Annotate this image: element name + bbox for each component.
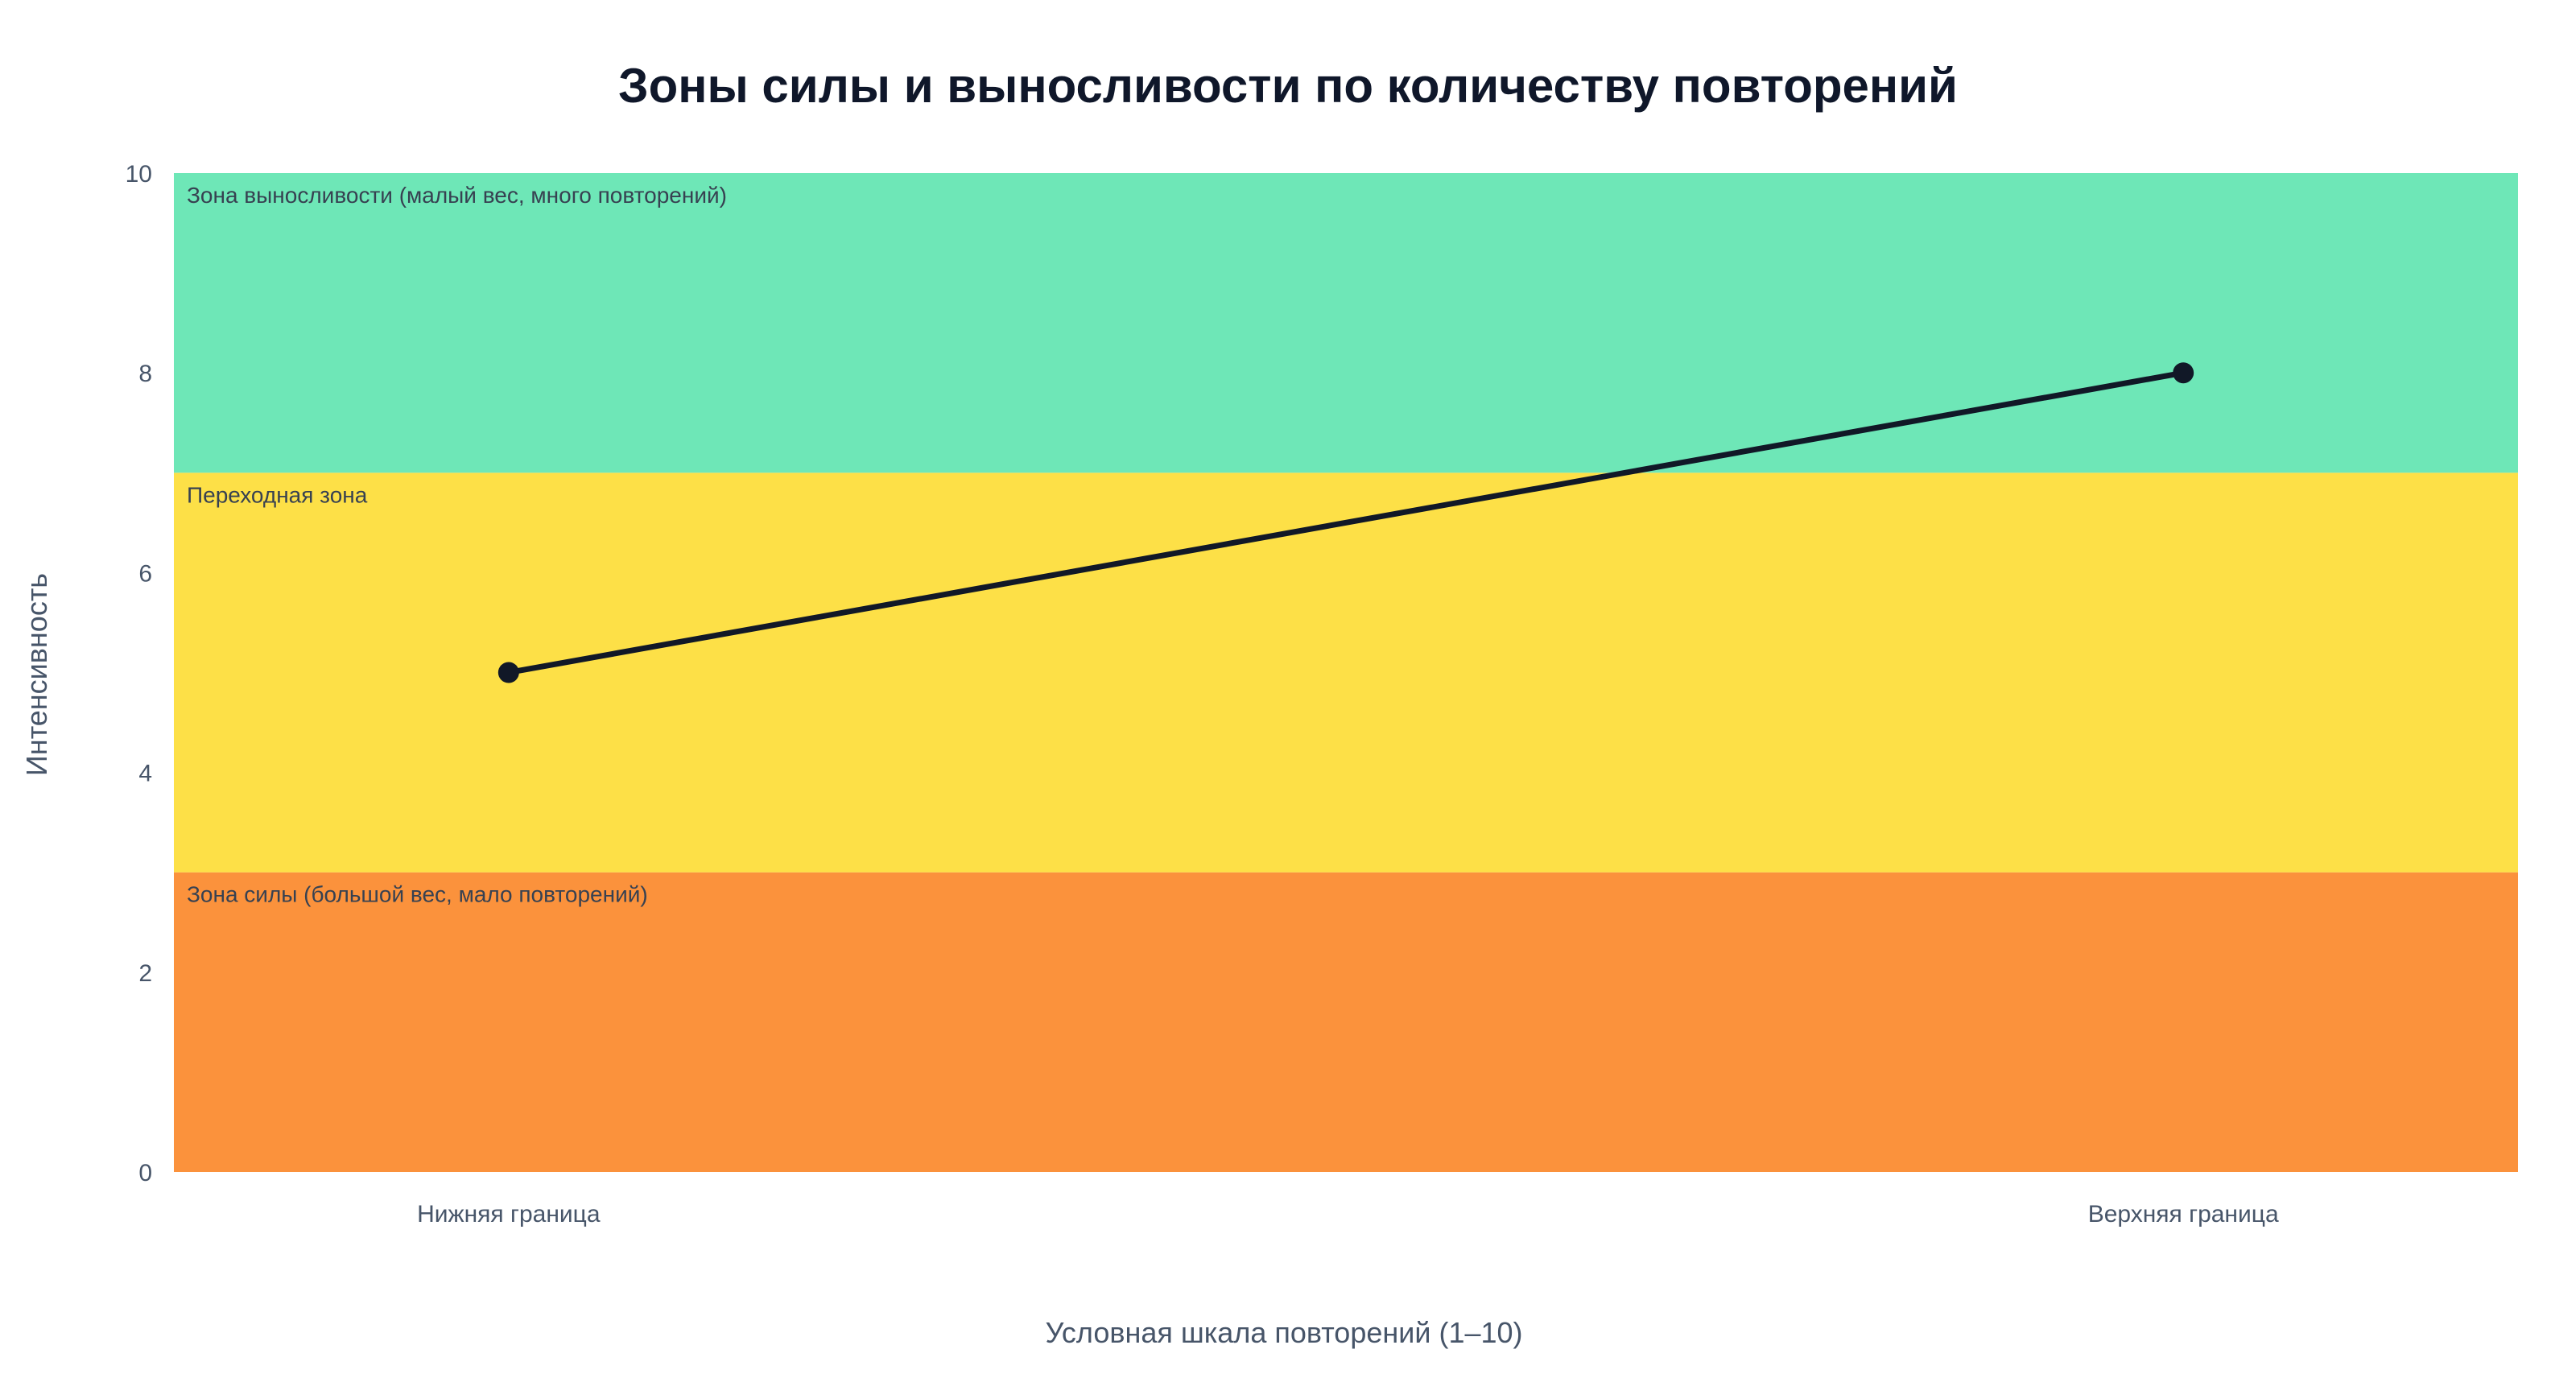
y-tick-label: 6 bbox=[138, 560, 152, 587]
data-point bbox=[2173, 362, 2194, 384]
y-tick-label: 2 bbox=[138, 960, 152, 987]
series-line-0 bbox=[506, 369, 2186, 675]
x-tick-label: Нижняя граница bbox=[417, 1201, 601, 1228]
x-axis-title: Условная шкала повторений (1–10) bbox=[1045, 1316, 1522, 1349]
series-layer bbox=[497, 362, 2194, 683]
zones-layer: Зона силы (большой вес, мало повторений)… bbox=[174, 173, 2518, 1172]
zone-label-2: Зона выносливости (малый вес, много повт… bbox=[187, 183, 727, 208]
y-tick-label: 10 bbox=[126, 161, 152, 188]
y-axis-ticks: 0 2 4 6 8 10 bbox=[126, 161, 152, 1186]
y-tick-label: 8 bbox=[138, 361, 152, 387]
zone-label-1: Переходная зона bbox=[187, 482, 368, 507]
data-point bbox=[497, 662, 519, 683]
zone-label-0: Зона силы (большой вес, мало повторений) bbox=[187, 882, 648, 907]
zone-band-0 bbox=[174, 872, 2518, 1172]
x-tick-label: Верхняя граница bbox=[2088, 1201, 2279, 1228]
zone-band-1 bbox=[174, 472, 2518, 873]
y-tick-label: 0 bbox=[138, 1160, 152, 1186]
x-axis-ticks: Нижняя граница Верхняя граница bbox=[417, 1201, 2279, 1228]
y-axis-title: Интенсивность bbox=[20, 573, 53, 776]
zone-band-2 bbox=[174, 173, 2518, 473]
y-tick-label: 4 bbox=[138, 761, 152, 787]
chart-title: Зоны силы и выносливости по количеству п… bbox=[618, 59, 1958, 113]
